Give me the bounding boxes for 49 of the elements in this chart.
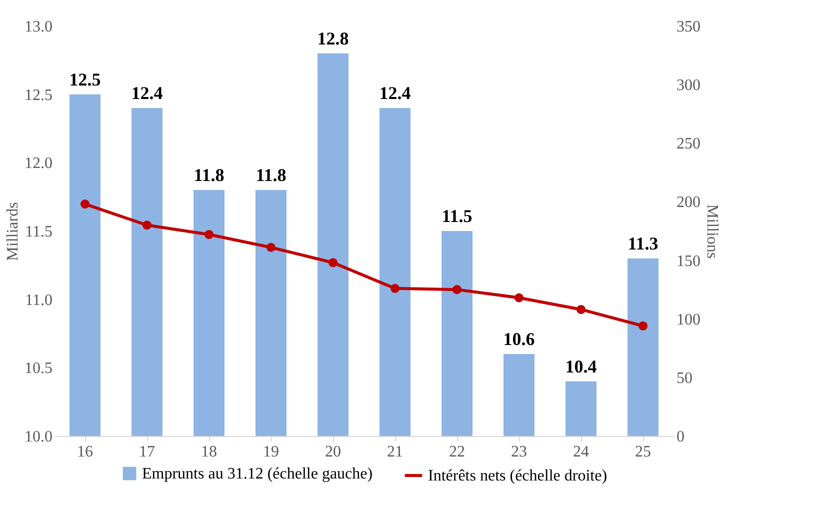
data-label: 12.5 xyxy=(69,69,101,90)
x-tick-label: 17 xyxy=(139,444,155,460)
data-label: 11.5 xyxy=(442,206,472,226)
y-axis-title: Milliards xyxy=(4,202,22,261)
point xyxy=(390,284,400,293)
x-tick-label: 20 xyxy=(325,444,341,460)
y2-tick-label: 300 xyxy=(676,77,700,94)
y2-tick-label: 250 xyxy=(676,136,700,153)
legend-label: Emprunts au 31.12 (échelle gauche) xyxy=(142,466,373,482)
x-tick-label: 18 xyxy=(201,444,217,460)
data-label: 10.6 xyxy=(503,329,535,349)
y-tick-label: 10.5 xyxy=(24,360,52,378)
y-tick-label: 12.0 xyxy=(24,155,52,172)
x-tick-label: 23 xyxy=(511,444,527,460)
legend-label: Intérêts nets (échelle droite) xyxy=(428,468,608,484)
point xyxy=(204,230,214,240)
data-label: 10.4 xyxy=(565,356,597,376)
point xyxy=(266,242,276,252)
x-tick-label: 21 xyxy=(387,444,403,460)
data-label: 11.8 xyxy=(256,165,286,185)
y2-axis-title: Millions xyxy=(704,204,720,259)
data-label: 12.4 xyxy=(379,83,411,103)
point xyxy=(452,285,462,294)
x-tick-label: 19 xyxy=(263,444,279,460)
point xyxy=(514,293,524,302)
y-tick-label: 11.5 xyxy=(25,224,52,240)
y2-tick-label: 350 xyxy=(676,18,700,36)
data-label: 12.4 xyxy=(131,83,163,103)
y2-tick-label: 0 xyxy=(676,428,684,446)
point xyxy=(638,321,648,330)
data-label: 11.8 xyxy=(194,165,224,185)
y2-tick-label: 50 xyxy=(676,370,692,387)
point xyxy=(80,200,90,209)
x-tick-label: 24 xyxy=(573,444,589,460)
point xyxy=(142,220,152,230)
y-tick-label: 11.0 xyxy=(25,292,52,309)
x-tick-label: 22 xyxy=(449,444,465,460)
x-tick-label: 16 xyxy=(77,444,93,460)
data-label: 12.8 xyxy=(317,28,349,48)
y2-tick-label: 150 xyxy=(676,252,700,270)
point xyxy=(576,304,586,314)
y2-tick-label: 100 xyxy=(676,311,700,328)
data-label: 11.3 xyxy=(628,233,658,254)
y-tick-label: 12.5 xyxy=(24,86,52,104)
point xyxy=(328,258,338,268)
y2-tick-label: 200 xyxy=(676,194,700,212)
x-tick-label: 25 xyxy=(635,444,651,460)
y-tick-label: 13.0 xyxy=(24,18,52,36)
y-tick-label: 10.0 xyxy=(24,428,52,446)
